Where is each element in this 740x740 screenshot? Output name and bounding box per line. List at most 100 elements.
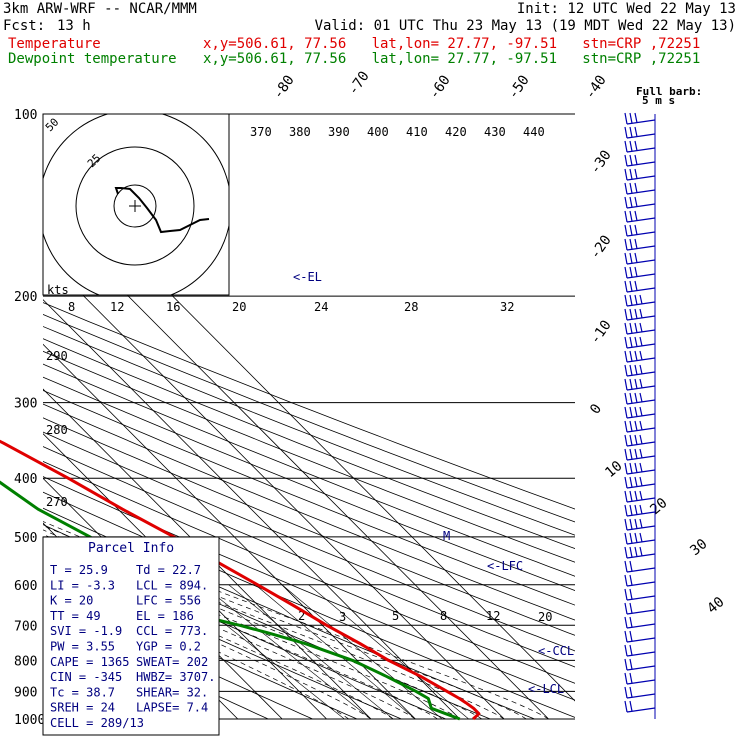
wind-barb-feather — [629, 378, 633, 390]
wind-barb-feather — [629, 392, 633, 404]
mixing-ratio-label: 2 — [298, 609, 305, 623]
parcel-field: CAPE = 1365 — [50, 655, 129, 669]
wind-barb-feather — [639, 462, 643, 473]
parcel-field: PW = 3.55 — [50, 640, 115, 654]
wind-barb-feather — [629, 238, 633, 250]
wind-barb-feather — [629, 630, 633, 642]
wind-barb-feather — [629, 462, 633, 474]
parcel-field: LI = -3.3 — [50, 578, 115, 592]
barb-legend-units: 5 m s — [642, 94, 675, 107]
wind-barb-feather — [629, 364, 633, 376]
theta-e-label: 400 — [367, 125, 389, 139]
el-marker: <-EL — [293, 270, 322, 284]
height-scale-label: 28 — [404, 300, 418, 314]
wind-barb-feather — [629, 308, 633, 320]
mixing-ratio-line — [308, 584, 469, 719]
height-scale-label: 12 — [110, 300, 124, 314]
theta-label: 270 — [46, 495, 68, 509]
forecast-hour: 13 h — [57, 18, 91, 34]
dry-adiabat — [43, 575, 359, 719]
theta-e-label: 390 — [328, 125, 350, 139]
isotherm-label: -80 — [270, 72, 298, 102]
pressure-label-800: 800 — [14, 654, 37, 669]
wind-barb-feather — [624, 238, 628, 251]
wind-barb-feather — [629, 266, 633, 278]
lfc-marker: <-LFC — [487, 559, 523, 573]
wind-barb-feather — [624, 224, 628, 237]
wind-barb-feather — [634, 154, 638, 165]
dewpoint-location: x,y=506.61, 77.56 lat,lon= 27.77, -97.51… — [203, 51, 701, 67]
wind-barb-feather — [634, 462, 638, 473]
mixing-ratio-label: 5 — [392, 609, 399, 623]
dry-adiabat — [43, 313, 575, 523]
wind-barb-feather — [634, 476, 638, 487]
wind-barb-feather — [629, 406, 633, 418]
wind-barb-feather — [624, 126, 628, 139]
wind-barb-feather — [639, 448, 643, 459]
wind-barb-feather — [639, 476, 643, 487]
wind-barb-feather — [634, 294, 638, 305]
wind-barb-feather — [629, 196, 633, 208]
wind-barb-feather — [639, 308, 643, 319]
theta-label: 280 — [46, 423, 68, 437]
parcel-field: HWBZ= 3707. — [136, 670, 215, 684]
wind-barb-feather — [624, 336, 628, 349]
wind-barb-feather — [624, 700, 628, 713]
parcel-field: T = 25.9 — [50, 563, 108, 577]
wind-barb-feather — [634, 322, 638, 333]
wind-barb-feather — [624, 378, 628, 391]
dry-adiabat — [43, 350, 575, 563]
isotherm-label: 30 — [687, 536, 710, 559]
mixing-ratio-line — [255, 584, 416, 719]
wind-barb-feather — [634, 434, 638, 445]
wind-barb-feather — [639, 518, 643, 529]
wind-barb-feather — [624, 644, 628, 657]
isotherm-label: -40 — [582, 72, 610, 102]
wind-barb-feather — [639, 336, 643, 347]
wind-barb-feather — [634, 126, 638, 137]
pressure-label-200: 200 — [14, 290, 37, 305]
height-scale-label: 32 — [500, 300, 514, 314]
wind-barb-feather — [639, 504, 643, 515]
wind-barb-feather — [634, 448, 638, 459]
wind-barb-feather — [624, 308, 628, 321]
height-scale-label: 24 — [314, 300, 328, 314]
parcel-field: SVI = -1.9 — [50, 624, 122, 638]
temperature-legend: Temperature — [8, 36, 101, 52]
wind-barb-feather — [624, 406, 628, 419]
dry-adiabat — [43, 417, 575, 636]
pressure-label-400: 400 — [14, 472, 37, 487]
wind-barb-feather — [629, 658, 633, 670]
wind-barb-feather — [629, 336, 633, 348]
wind-barb-feather — [634, 224, 638, 235]
wind-barb-feather — [629, 588, 633, 600]
parcel-field: LCL = 894. — [136, 578, 208, 592]
wind-barb-feather — [629, 140, 633, 152]
wind-barb-feather — [624, 686, 628, 699]
parcel-field: SHEAR= 32. — [136, 685, 208, 699]
wind-barb-feather — [634, 308, 638, 319]
pressure-label-1000: 1000 — [14, 713, 45, 728]
wind-barb-feather — [634, 406, 638, 417]
init-time: Init: 12 UTC Wed 22 May 13 — [516, 1, 736, 17]
wind-barb-feather — [624, 252, 628, 265]
dry-adiabat — [43, 376, 575, 591]
wind-barb-feather — [629, 420, 633, 432]
pressure-label-900: 900 — [14, 685, 37, 700]
wind-barb-feather — [624, 294, 628, 307]
wind-barb-feather — [629, 644, 633, 656]
wind-barb-feather — [624, 364, 628, 377]
wind-barb-feather — [629, 112, 633, 124]
wind-barb-feather — [624, 658, 628, 671]
parcel-field: SREH = 24 — [50, 701, 115, 715]
theta-e-label: 380 — [289, 125, 311, 139]
wind-barb-feather — [629, 476, 633, 488]
wind-barb-feather — [629, 700, 633, 712]
dry-adiabat — [43, 431, 575, 652]
hodograph-units: kts — [47, 283, 69, 297]
isotherm-line — [43, 254, 505, 719]
dry-adiabat — [43, 594, 314, 719]
parcel-field: YGP = 0.2 — [136, 640, 201, 654]
wind-barb-feather — [629, 686, 633, 698]
